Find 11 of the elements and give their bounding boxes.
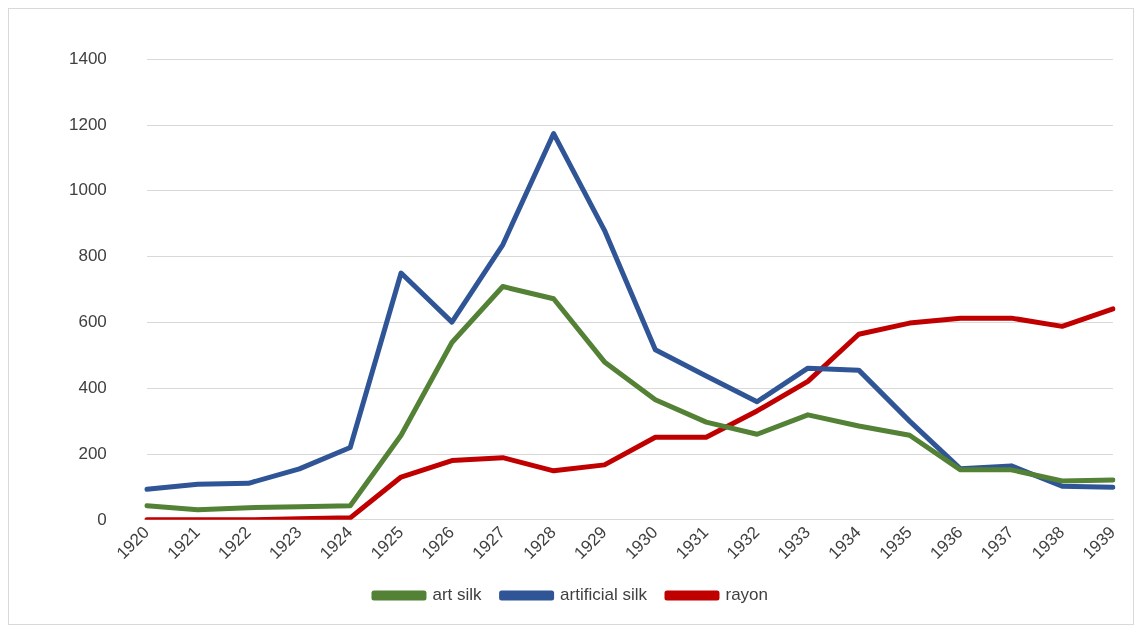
y-tick-label: 0 [97, 509, 107, 529]
y-tick-label: 400 [78, 377, 107, 397]
legend-label: rayon [725, 585, 769, 605]
y-tick-label: 1400 [68, 48, 107, 68]
y-tick-label: 200 [78, 443, 107, 463]
y-tick-label: 600 [78, 312, 107, 332]
y-tick-label: 1000 [68, 180, 107, 200]
legend-label: artificial silk [560, 585, 648, 605]
y-tick-label: 1200 [68, 114, 107, 134]
legend-label: art silk [432, 585, 483, 605]
y-tick-label: 800 [78, 246, 107, 266]
